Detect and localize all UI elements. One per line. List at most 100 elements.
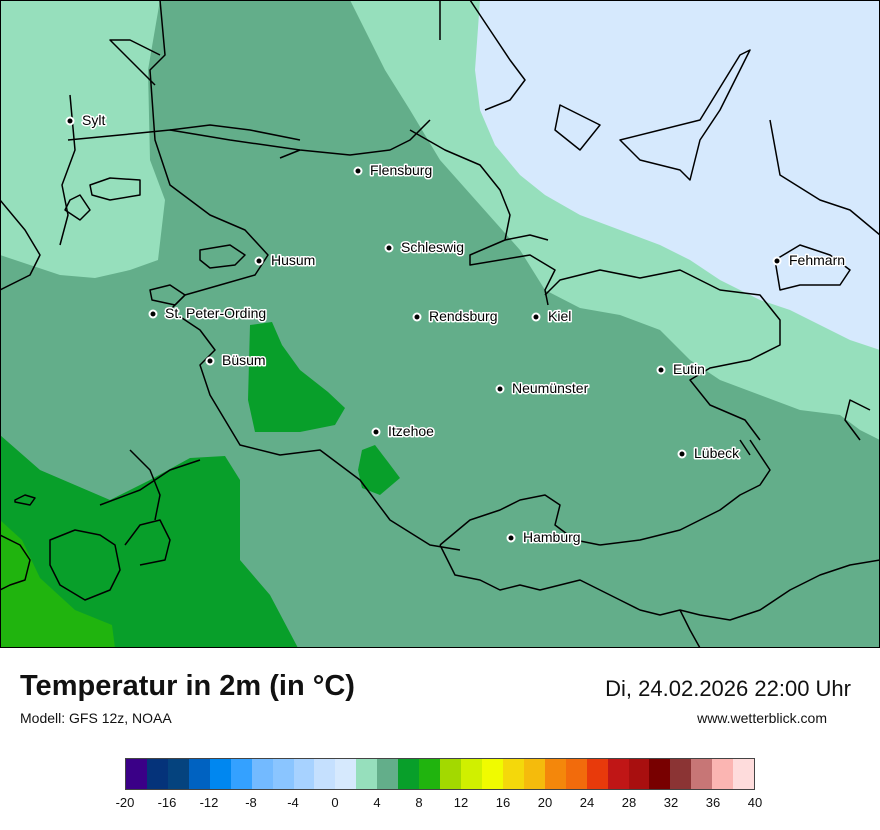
colorbar-swatch: [628, 759, 650, 789]
city-hamburg: Hamburg: [506, 528, 582, 547]
footer: [0, 648, 880, 830]
city-dot: [531, 312, 541, 322]
temperature-zone-warm-1: [248, 322, 345, 432]
colorbar-swatch: [126, 759, 147, 789]
city-dot: [677, 449, 687, 459]
city-dot: [148, 309, 158, 319]
coastlines: [0, 0, 880, 648]
city-dot: [412, 312, 422, 322]
city-husum: Husum: [254, 251, 317, 270]
colorbar-swatch: [733, 759, 755, 789]
city-rendsburg: Rendsburg: [412, 307, 499, 326]
colorbar-tick-label: -12: [199, 795, 219, 810]
city-luebeck: Lübeck: [677, 444, 742, 463]
city-dot: [384, 243, 394, 253]
colorbar-swatch: [230, 759, 252, 789]
city-label: Büsum: [222, 352, 266, 368]
colorbar-swatch: [607, 759, 629, 789]
colorbar-tick-label: -8: [245, 795, 257, 810]
city-label: Rendsburg: [429, 308, 498, 324]
colorbar-tick-label: -4: [287, 795, 299, 810]
colorbar-tick-label: 32: [663, 795, 679, 810]
city-fehmarn: Fehmarn: [772, 251, 847, 270]
city-dot: [506, 533, 516, 543]
colorbar-tick-label: 16: [495, 795, 511, 810]
model-info: Modell: GFS 12z, NOAA: [20, 710, 172, 726]
colorbar-swatch: [481, 759, 503, 789]
city-label: Hamburg: [523, 529, 581, 545]
colorbar-swatch: [209, 759, 231, 789]
colorbar-swatch: [649, 759, 671, 789]
city-label: Kiel: [548, 308, 571, 324]
colorbar-swatch: [335, 759, 357, 789]
city-dot: [656, 365, 666, 375]
colorbar-tick-label: 8: [415, 795, 423, 810]
city-label: Husum: [271, 252, 315, 268]
colorbar-tick-label: 0: [331, 795, 339, 810]
city-buesum: Büsum: [205, 351, 267, 370]
colorbar-swatch: [314, 759, 336, 789]
colorbar-swatch: [146, 759, 168, 789]
city-dot: [254, 256, 264, 266]
city-dot: [495, 384, 505, 394]
colorbar-swatch: [712, 759, 734, 789]
city-kiel: Kiel: [531, 307, 573, 326]
colorbar-tick-label: -16: [157, 795, 177, 810]
temperature-map: Sylt Flensburg Schleswig Husum Fehmarn S…: [0, 0, 880, 648]
colorbar-swatch: [272, 759, 294, 789]
colorbar-tick-label: 40: [747, 795, 763, 810]
colorbar-tick-label: 12: [453, 795, 469, 810]
city-eutin: Eutin: [656, 360, 706, 379]
colorbar-swatch: [502, 759, 524, 789]
city-schleswig: Schleswig: [384, 238, 466, 257]
colorbar-swatch: [461, 759, 482, 789]
city-label: Sylt: [82, 112, 105, 128]
city-label: Flensburg: [370, 162, 432, 178]
colorbar-tick-label: 24: [579, 795, 595, 810]
city-sylt: Sylt: [65, 111, 107, 130]
city-label: Fehmarn: [789, 252, 845, 268]
city-dot: [371, 427, 381, 437]
temperature-zone-warm-3: [0, 435, 298, 648]
colorbar-tick-label: 28: [621, 795, 637, 810]
city-dot: [65, 116, 75, 126]
city-st-peter-ording: St. Peter-Ording: [148, 304, 268, 323]
colorbar-swatch: [167, 759, 189, 789]
forecast-datetime: Di, 24.02.2026 22:00 Uhr: [605, 676, 851, 701]
city-dot: [353, 166, 363, 176]
city-flensburg: Flensburg: [353, 161, 434, 180]
page-title: Temperatur in 2m (in °C): [20, 670, 355, 702]
city-label: St. Peter-Ording: [165, 305, 266, 321]
city-dot: [205, 356, 215, 366]
city-markers: Sylt Flensburg Schleswig Husum Fehmarn S…: [65, 111, 847, 547]
colorbar-swatch: [293, 759, 315, 789]
city-label: Itzehoe: [388, 423, 434, 439]
colorbar-swatch: [670, 759, 692, 789]
colorbar-tick-label: 20: [537, 795, 553, 810]
colorbar-swatch: [565, 759, 587, 789]
city-label: Neumünster: [512, 380, 589, 396]
colorbar-tick-label: 36: [705, 795, 721, 810]
city-label: Eutin: [673, 361, 705, 377]
temperature-colorbar: [125, 758, 755, 790]
city-label: Schleswig: [401, 239, 464, 255]
colorbar-ticks: -20 -16 -12 -8 -4 0 4 8 12 16 20 24 28 32 36 40: [116, 795, 763, 813]
colorbar-swatch: [419, 759, 441, 789]
city-itzehoe: Itzehoe: [371, 422, 436, 441]
temperature-zone-warm-4: [0, 520, 115, 648]
colorbar-swatch: [440, 759, 461, 789]
colorbar-swatch: [544, 759, 566, 789]
website-link[interactable]: www.wetterblick.com: [697, 710, 827, 726]
colorbar-swatch: [691, 759, 713, 789]
city-neumuenster: Neumünster: [495, 379, 590, 398]
colorbar-swatch: [523, 759, 545, 789]
temperature-zone-warm-2: [358, 445, 400, 495]
city-label: Lübeck: [694, 445, 740, 461]
colorbar-tick-label: -20: [115, 795, 135, 810]
colorbar-swatch: [398, 759, 420, 789]
colorbar-swatch: [251, 759, 273, 789]
colorbar-swatch: [377, 759, 399, 789]
colorbar-swatch: [356, 759, 378, 789]
colorbar-tick-label: 4: [373, 795, 381, 810]
city-dot: [772, 256, 782, 266]
